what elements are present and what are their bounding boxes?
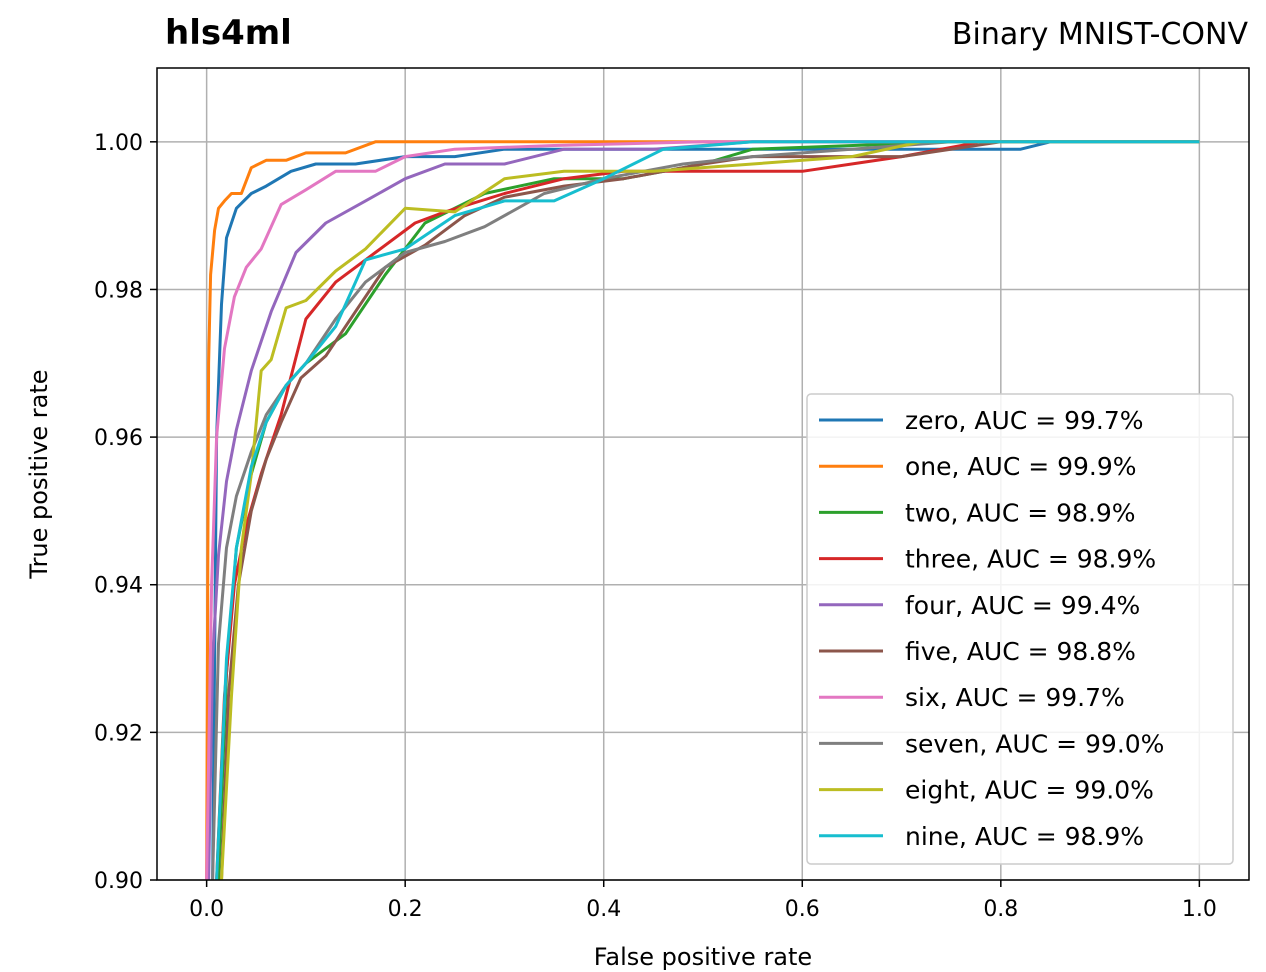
series-line-6 [205, 140, 1200, 880]
y-tick-label: 1.00 [94, 131, 143, 156]
axes-frame [156, 67, 1250, 881]
x-axis-label: False positive rate [594, 943, 812, 971]
y-tick-label: 0.92 [94, 721, 143, 746]
plot-area [205, 140, 1200, 880]
series-line-7 [211, 140, 1200, 880]
x-tick-label: 1.0 [1182, 897, 1217, 922]
x-tick-label: 0.0 [189, 897, 224, 922]
legend-label: four, AUC = 99.4% [905, 591, 1140, 620]
x-axis: 0.0 0.2 0.4 0.6 0.8 1.0 [189, 880, 1217, 922]
y-axis-label: True positive rate [25, 369, 53, 579]
x-tick-label: 0.6 [785, 897, 820, 922]
series-line-4 [207, 140, 1200, 880]
series-line-1 [205, 140, 1200, 880]
legend: zero, AUC = 99.7% one, AUC = 99.9% two, AU… [806, 393, 1234, 865]
y-tick-label: 0.90 [94, 869, 143, 894]
y-tick-label: 0.98 [94, 278, 143, 303]
legend-label: nine, AUC = 98.9% [905, 822, 1144, 851]
chart-subtitle: Binary MNIST-CONV [952, 17, 1249, 52]
y-tick-label: 0.94 [94, 574, 143, 599]
legend-label: two, AUC = 98.9% [905, 498, 1136, 527]
y-axis: 0.90 0.92 0.94 0.96 0.98 1.00 [94, 131, 157, 894]
chart-title: hls4ml [165, 13, 292, 53]
legend-label: seven, AUC = 99.0% [905, 729, 1164, 758]
legend-label: eight, AUC = 99.0% [905, 776, 1154, 805]
x-tick-label: 0.8 [983, 897, 1018, 922]
legend-label: five, AUC = 98.8% [905, 637, 1136, 666]
legend-label: zero, AUC = 99.7% [905, 406, 1144, 435]
legend-label: one, AUC = 99.9% [905, 452, 1137, 481]
series-line-3 [215, 140, 1200, 880]
series-line-9 [215, 140, 1200, 880]
y-tick-label: 0.96 [94, 426, 143, 451]
x-tick-label: 0.2 [388, 897, 423, 922]
x-tick-label: 0.4 [586, 897, 621, 922]
legend-label: six, AUC = 99.7% [905, 683, 1125, 712]
legend-label: three, AUC = 98.9% [905, 545, 1156, 574]
series-line-0 [211, 140, 1200, 880]
legend-box [806, 393, 1234, 865]
